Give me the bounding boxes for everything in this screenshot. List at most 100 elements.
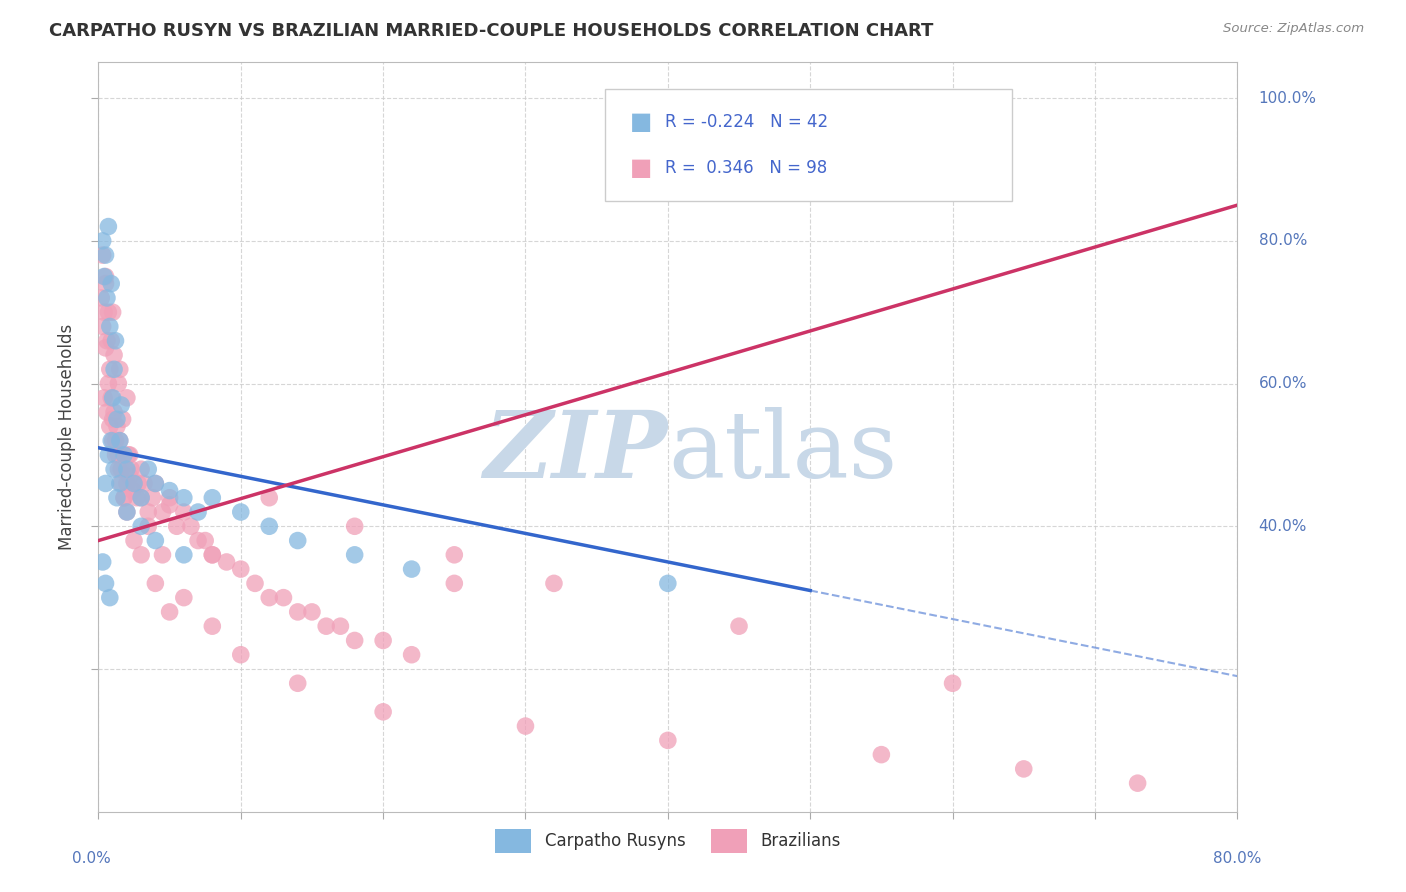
Point bbox=[104, 448, 127, 462]
Point bbox=[159, 491, 181, 505]
Point bbox=[110, 462, 132, 476]
Point bbox=[401, 562, 423, 576]
Point bbox=[229, 648, 252, 662]
Point bbox=[187, 505, 209, 519]
Point bbox=[105, 412, 128, 426]
Point bbox=[115, 505, 138, 519]
Point bbox=[194, 533, 217, 548]
Point bbox=[96, 334, 118, 348]
Point bbox=[91, 555, 114, 569]
Point bbox=[127, 476, 149, 491]
Point bbox=[870, 747, 893, 762]
Point bbox=[100, 334, 122, 348]
Point bbox=[173, 491, 195, 505]
Point bbox=[159, 483, 181, 498]
Point bbox=[91, 234, 114, 248]
Point bbox=[94, 248, 117, 262]
Point bbox=[343, 548, 366, 562]
Text: 80.0%: 80.0% bbox=[1213, 851, 1261, 866]
Point bbox=[136, 505, 159, 519]
Point bbox=[1126, 776, 1149, 790]
Point bbox=[105, 491, 128, 505]
Point bbox=[97, 448, 120, 462]
Point bbox=[105, 419, 128, 434]
Point bbox=[259, 519, 281, 533]
Point bbox=[315, 619, 337, 633]
Text: R = -0.224   N = 42: R = -0.224 N = 42 bbox=[665, 113, 828, 131]
Point bbox=[1012, 762, 1035, 776]
Point bbox=[107, 376, 129, 391]
Point bbox=[401, 648, 423, 662]
Text: Source: ZipAtlas.com: Source: ZipAtlas.com bbox=[1223, 22, 1364, 36]
Point bbox=[215, 555, 238, 569]
Point bbox=[132, 476, 155, 491]
Point bbox=[93, 305, 115, 319]
Text: ■: ■ bbox=[630, 155, 652, 179]
Point bbox=[136, 462, 159, 476]
Point bbox=[118, 448, 141, 462]
Point bbox=[515, 719, 537, 733]
Text: CARPATHO RUSYN VS BRAZILIAN MARRIED-COUPLE HOUSEHOLDS CORRELATION CHART: CARPATHO RUSYN VS BRAZILIAN MARRIED-COUP… bbox=[49, 22, 934, 40]
Point bbox=[121, 483, 143, 498]
Point bbox=[145, 476, 167, 491]
Point bbox=[173, 505, 195, 519]
Point bbox=[543, 576, 565, 591]
Point bbox=[118, 469, 141, 483]
Point bbox=[145, 533, 167, 548]
Point bbox=[152, 548, 174, 562]
Point bbox=[107, 448, 129, 462]
Point bbox=[112, 448, 135, 462]
Point bbox=[115, 476, 138, 491]
Point bbox=[329, 619, 352, 633]
Point bbox=[111, 448, 134, 462]
Point bbox=[371, 705, 394, 719]
Point bbox=[117, 448, 139, 462]
Point bbox=[443, 576, 465, 591]
Point bbox=[98, 591, 121, 605]
Point bbox=[103, 405, 125, 419]
Point bbox=[201, 491, 224, 505]
Point bbox=[103, 462, 125, 476]
Point bbox=[657, 733, 679, 747]
Point bbox=[141, 491, 163, 505]
Point bbox=[108, 434, 131, 448]
Point bbox=[112, 491, 135, 505]
Point bbox=[129, 491, 152, 505]
Point bbox=[122, 476, 145, 491]
Point bbox=[97, 305, 120, 319]
Point bbox=[229, 562, 252, 576]
Point bbox=[287, 676, 309, 690]
Text: atlas: atlas bbox=[668, 407, 897, 497]
Point bbox=[443, 548, 465, 562]
Point bbox=[108, 362, 131, 376]
Point bbox=[145, 476, 167, 491]
Point bbox=[343, 519, 366, 533]
Point bbox=[107, 462, 129, 476]
Point bbox=[101, 412, 124, 426]
Point bbox=[115, 462, 138, 476]
Point bbox=[94, 576, 117, 591]
Point bbox=[173, 591, 195, 605]
Point bbox=[120, 462, 142, 476]
Legend: Carpatho Rusyns, Brazilians: Carpatho Rusyns, Brazilians bbox=[488, 822, 848, 860]
Point bbox=[201, 548, 224, 562]
Point bbox=[103, 362, 125, 376]
Point bbox=[108, 434, 131, 448]
Text: 80.0%: 80.0% bbox=[1258, 234, 1308, 248]
Point bbox=[287, 533, 309, 548]
Point bbox=[108, 476, 131, 491]
Point bbox=[94, 269, 117, 284]
Point bbox=[301, 605, 323, 619]
Point bbox=[287, 605, 309, 619]
Point bbox=[259, 591, 281, 605]
Point bbox=[125, 491, 148, 505]
Point bbox=[259, 491, 281, 505]
Point bbox=[129, 462, 152, 476]
Point bbox=[159, 605, 181, 619]
Point bbox=[145, 576, 167, 591]
Point bbox=[100, 277, 122, 291]
Point bbox=[201, 548, 224, 562]
Point bbox=[180, 519, 202, 533]
Text: ■: ■ bbox=[630, 111, 652, 135]
Point bbox=[97, 219, 120, 234]
